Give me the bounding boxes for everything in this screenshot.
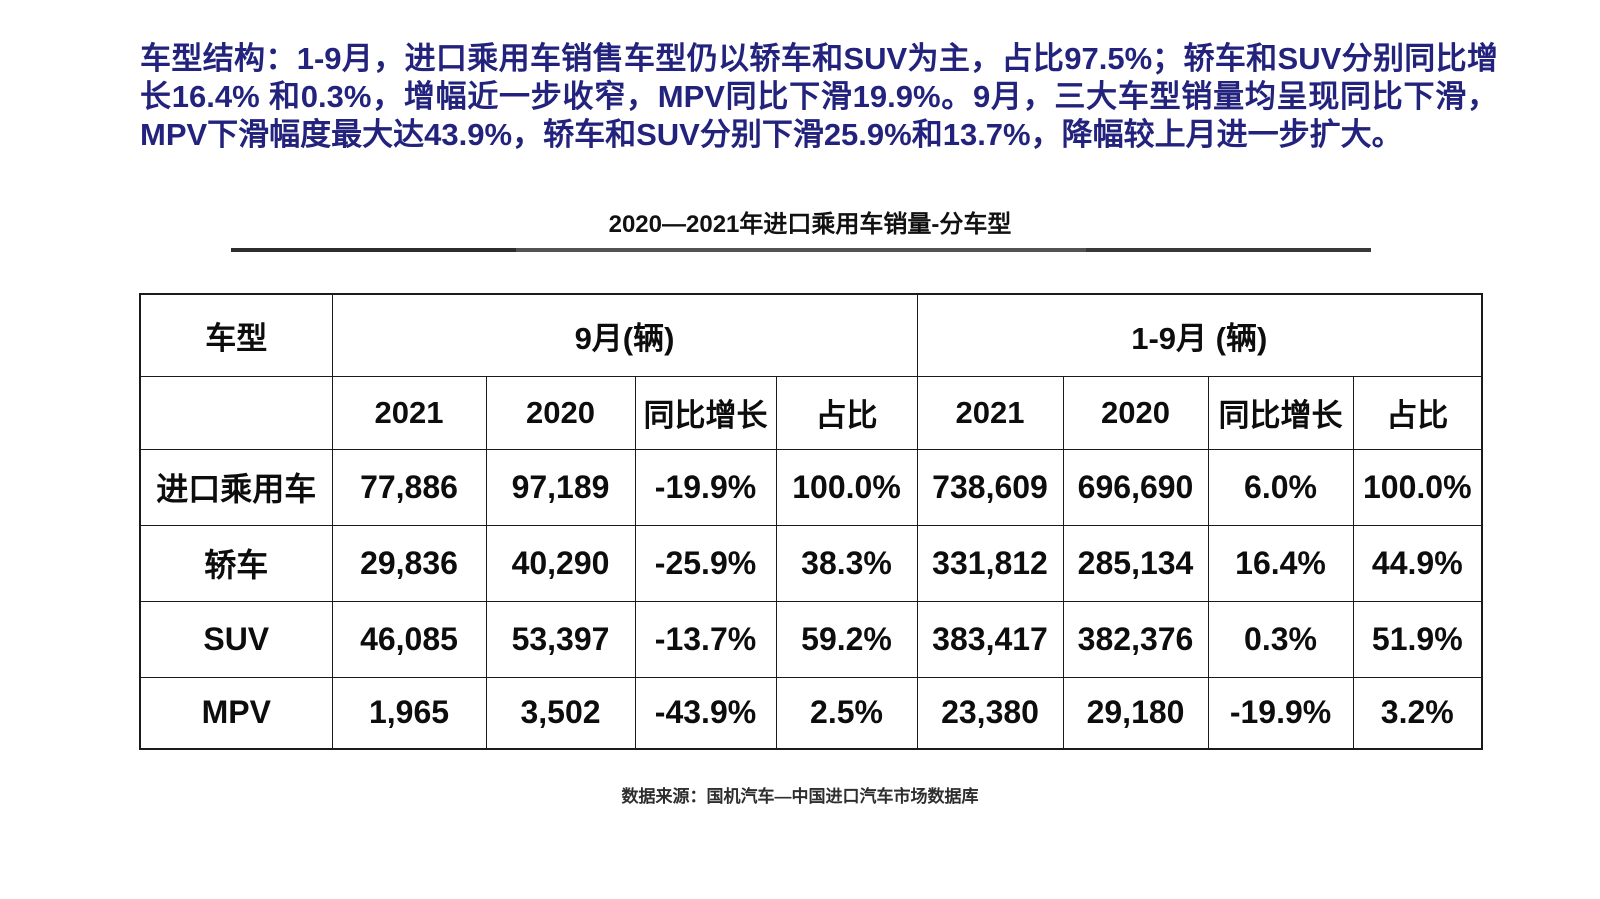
- table-cell: -25.9%: [634, 524, 777, 602]
- table-cell: 77,886: [331, 448, 487, 526]
- underline-segment-right: [1086, 248, 1371, 252]
- table-cell: 1,965: [331, 676, 487, 750]
- underline-segment-middle: [516, 248, 1086, 252]
- subheader-ytd-2021: 2021: [916, 375, 1064, 450]
- sales-table: 车型 9月(辆) 1-9月 (辆) 2021 2020 同比增长 占比 2021…: [139, 293, 1484, 750]
- table-cell: -19.9%: [1207, 676, 1354, 750]
- table-title-container: 2020—2021年进口乘用车销量-分车型: [139, 204, 1481, 239]
- subheader-row: 2021 2020 同比增长 占比 2021 2020 同比增长 占比: [139, 375, 1483, 450]
- row-label: 轿车: [139, 524, 333, 602]
- subheader-sep-yoy: 同比增长: [634, 375, 777, 450]
- table-cell: -13.7%: [634, 600, 777, 678]
- table-cell: 100.0%: [1352, 448, 1483, 526]
- table-row-imported-passenger-cars: 进口乘用车 77,886 97,189 -19.9% 100.0% 738,60…: [139, 448, 1483, 526]
- table-row-suv: SUV 46,085 53,397 -13.7% 59.2% 383,417 3…: [139, 600, 1483, 678]
- header-group-september: 9月(辆): [331, 293, 918, 377]
- table-cell: 383,417: [916, 600, 1064, 678]
- table-row-sedan: 轿车 29,836 40,290 -25.9% 38.3% 331,812 28…: [139, 524, 1483, 602]
- title-underline: [231, 248, 1371, 252]
- table-title: 2020—2021年进口乘用车销量-分车型: [608, 211, 1012, 238]
- table-cell: 59.2%: [775, 600, 918, 678]
- table-cell: 285,134: [1062, 524, 1209, 602]
- subheader-sep-2021: 2021: [331, 375, 487, 450]
- table-cell: 44.9%: [1352, 524, 1483, 602]
- table-cell: 46,085: [331, 600, 487, 678]
- table-cell: 0.3%: [1207, 600, 1354, 678]
- table-cell: 100.0%: [775, 448, 918, 526]
- header-group-jan-sep: 1-9月 (辆): [916, 293, 1483, 377]
- table-row-mpv: MPV 1,965 3,502 -43.9% 2.5% 23,380 29,18…: [139, 676, 1483, 750]
- table-cell: 3.2%: [1352, 676, 1483, 750]
- table-cell: 53,397: [485, 600, 636, 678]
- table-cell: 16.4%: [1207, 524, 1354, 602]
- subheader-ytd-share: 占比: [1352, 375, 1483, 450]
- table-cell: 38.3%: [775, 524, 918, 602]
- table-cell: 23,380: [916, 676, 1064, 750]
- summary-paragraph: 车型结构：1-9月，进口乘用车销售车型仍以轿车和SUV为主，占比97.5%；轿车…: [140, 41, 1498, 152]
- subheader-sep-2020: 2020: [485, 375, 636, 450]
- subheader-ytd-2020: 2020: [1062, 375, 1209, 450]
- table-cell: 2.5%: [775, 676, 918, 750]
- table-cell: 331,812: [916, 524, 1064, 602]
- subheader-sep-share: 占比: [775, 375, 918, 450]
- subheader-ytd-yoy: 同比增长: [1207, 375, 1354, 450]
- table-cell: -19.9%: [634, 448, 777, 526]
- table-cell: 29,180: [1062, 676, 1209, 750]
- row-label: 进口乘用车: [139, 448, 333, 526]
- table-cell: -43.9%: [634, 676, 777, 750]
- subheader-empty: [139, 375, 333, 450]
- header-vehicle-type: 车型: [139, 293, 333, 377]
- table-cell: 382,376: [1062, 600, 1209, 678]
- table-cell: 6.0%: [1207, 448, 1354, 526]
- table-cell: 3,502: [485, 676, 636, 750]
- table-cell: 40,290: [485, 524, 636, 602]
- underline-segment-left: [231, 248, 516, 252]
- row-label: SUV: [139, 600, 333, 678]
- data-source: 数据来源：国机汽车—中国进口汽车市场数据库: [621, 787, 979, 806]
- table-cell: 29,836: [331, 524, 487, 602]
- table-cell: 97,189: [485, 448, 636, 526]
- table-cell: 738,609: [916, 448, 1064, 526]
- row-label: MPV: [139, 676, 333, 750]
- table-cell: 696,690: [1062, 448, 1209, 526]
- header-group-row: 车型 9月(辆) 1-9月 (辆): [139, 293, 1483, 377]
- table-cell: 51.9%: [1352, 600, 1483, 678]
